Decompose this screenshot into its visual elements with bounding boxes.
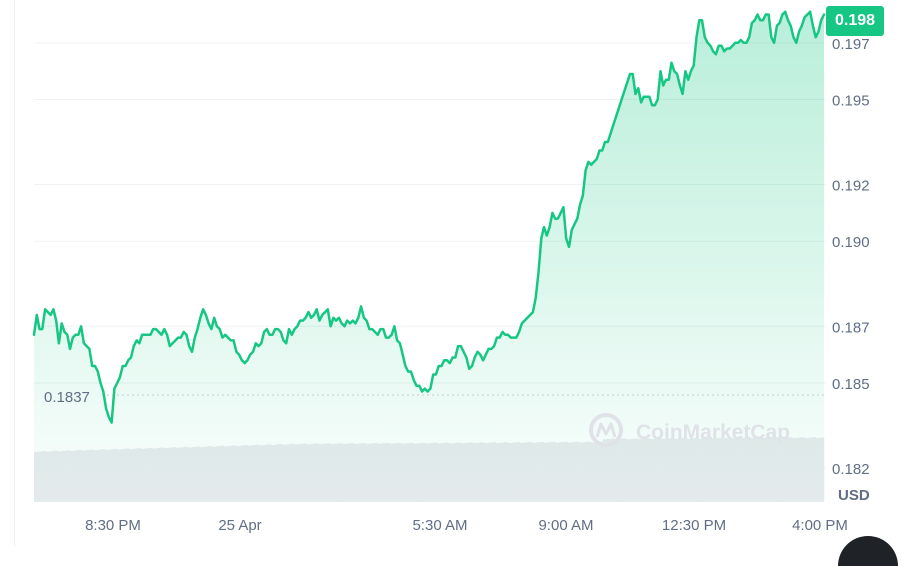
x-tick-label: 25 Apr (218, 517, 261, 534)
watermark: CoinMarketCap (589, 413, 790, 447)
price-area-fill (34, 11, 824, 502)
y-tick-label: 0.190 (832, 234, 870, 251)
y-tick-label: 0.192 (832, 178, 870, 195)
x-tick-label: 8:30 PM (85, 517, 141, 534)
currency-unit-label: USD (838, 487, 870, 504)
y-tick-label: 0.195 (832, 93, 870, 110)
y-tick-label: 0.187 (832, 319, 870, 336)
x-tick-label: 12:30 PM (662, 517, 726, 534)
watermark-text: CoinMarketCap (636, 421, 790, 444)
price-line (32, 10, 826, 424)
chart-frame-line (14, 0, 15, 546)
coinmarketcap-logo-icon (589, 413, 623, 447)
reference-price-label: 0.1837 (44, 389, 90, 406)
chart-canvas: CoinMarketCap 0.1837 0.182 0.185 0.187 0.19… (32, 10, 870, 534)
x-tick-label: 9:00 AM (538, 517, 593, 534)
y-tick-label: 0.182 (832, 461, 870, 478)
x-tick-label: 5:30 AM (412, 517, 467, 534)
y-tick-label: 0.197 (832, 36, 870, 53)
price-chart: CoinMarketCap 0.1837 0.182 0.185 0.187 0.19… (14, 0, 898, 566)
x-tick-label: 4:00 PM (792, 517, 848, 534)
y-tick-label: 0.185 (832, 376, 870, 393)
current-price-badge: 0.198 (826, 6, 884, 36)
